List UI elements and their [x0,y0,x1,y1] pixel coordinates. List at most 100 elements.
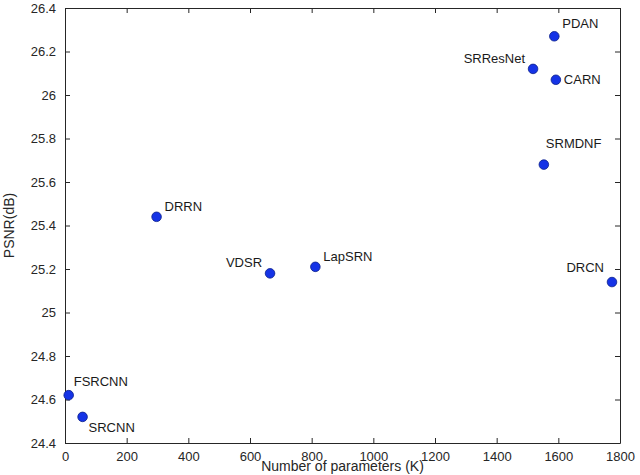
point-label: VDSR [226,255,262,270]
tick-mark [65,182,70,183]
point [528,64,538,74]
tick-label: 25.4 [31,218,56,233]
tick [615,269,620,270]
tick-mark [65,226,70,227]
tick [615,8,620,9]
point-label: SRCNN [89,420,135,435]
tick-mark [615,8,620,9]
tick-mark [312,8,313,13]
tick-mark [558,8,559,13]
tick-mark [497,8,498,13]
points [64,31,617,421]
tick-mark [615,443,620,444]
tick [615,400,620,401]
x-axis-title: Number of parameters (K) [261,458,424,474]
tick-mark [615,269,620,270]
point [152,212,162,222]
tick-mark [435,438,436,443]
tick-mark [65,443,70,444]
tick-label: 24.8 [31,349,56,364]
y-axis: 24.424.624.82525.225.425.625.82626.226.4 [31,1,70,451]
tick-label: 26 [42,88,56,103]
tick-label: 26.4 [31,1,56,16]
tick-label: 1200 [421,449,450,464]
point-labels: FSRCNNSRCNNDRRNVDSRLapSRNSRResNetPDANCAR… [74,16,604,435]
point [550,31,560,41]
point-label: FSRCNN [74,374,128,389]
tick [615,182,620,183]
tick: 25.4 [31,218,70,233]
point-label: CARN [564,72,601,87]
tick [615,313,620,314]
y-axis-right [615,9,621,444]
point [551,75,561,85]
tick: 25.8 [31,131,70,146]
chart: 02004006008001000120014001600180024.424.… [0,0,640,475]
tick-mark [65,356,70,357]
point [607,277,617,287]
tick-label: 25.6 [31,175,56,190]
tick: 25.6 [31,175,70,190]
tick: 26.2 [31,44,70,59]
tick: 200 [116,438,138,464]
tick [615,356,620,357]
tick-label: 25 [42,305,56,320]
tick-mark [558,438,559,443]
tick-mark [615,52,620,53]
axis-line [66,443,621,444]
tick: 26 [42,88,70,103]
tick-mark [65,52,70,53]
tick-label: 1400 [483,449,512,464]
tick: 24.8 [31,349,70,364]
tick-mark [615,95,620,96]
tick-mark [250,438,251,443]
tick: 600 [240,438,262,464]
point-label: SRMDNF [546,136,602,151]
point-label: SRResNet [464,51,526,66]
tick: 1400 [483,438,512,464]
tick: 24.4 [31,436,70,451]
tick [435,8,436,13]
tick: 1200 [421,438,450,464]
tick: 25 [42,305,70,320]
point [265,269,275,279]
tick-mark [188,8,189,13]
tick-mark [497,438,498,443]
tick-label: 200 [116,449,138,464]
tick-mark [65,8,70,9]
tick-label: 25.8 [31,131,56,146]
x-axis-top [66,8,621,13]
y-axis-title: PSNR(dB) [1,193,17,258]
tick [615,443,620,444]
axis-line [66,8,621,9]
tick: 400 [178,438,200,464]
tick-mark [127,8,128,13]
tick-label: 600 [240,449,262,464]
plot-area: 02004006008001000120014001600180024.424.… [31,1,635,465]
point [539,160,549,170]
tick-mark [312,438,313,443]
tick-label: 400 [178,449,200,464]
point-label: PDAN [562,16,598,31]
tick [615,95,620,96]
tick [373,8,374,13]
tick-mark [615,182,620,183]
tick-mark [65,313,70,314]
tick-mark [615,313,620,314]
tick-mark [65,95,70,96]
tick [615,139,620,140]
tick-mark [65,139,70,140]
tick-mark [615,356,620,357]
tick [127,8,128,13]
point [78,412,88,422]
tick: 26.4 [31,1,70,16]
tick-mark [373,8,374,13]
tick-mark [373,438,374,443]
tick-mark [615,139,620,140]
point-label: DRRN [165,199,203,214]
tick: 1600 [544,438,573,464]
tick-mark [615,400,620,401]
point-label: DRCN [566,260,604,275]
tick-label: 0 [62,449,69,464]
tick: 25.2 [31,262,70,277]
